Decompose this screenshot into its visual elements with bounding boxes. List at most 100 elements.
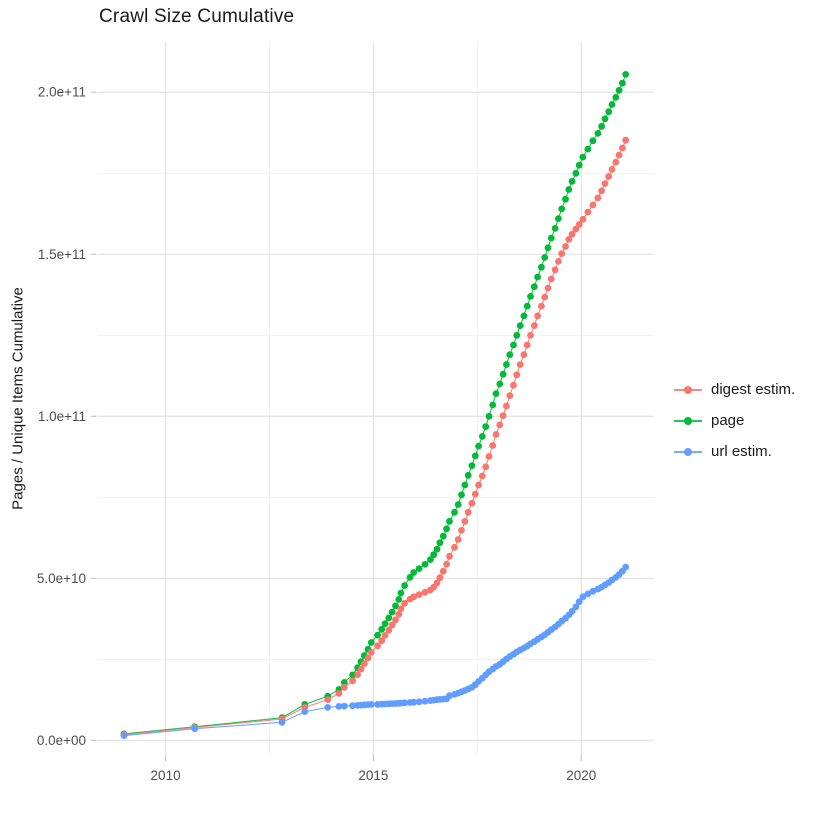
data-point-digest-estim- — [471, 490, 479, 498]
legend-label: page — [711, 412, 745, 429]
data-point-digest-estim- — [615, 151, 623, 159]
data-point-digest-estim- — [378, 637, 386, 644]
y-tick-label: 5.0e+10 — [37, 571, 86, 586]
legend-item-digest-estim-: digest estim. — [674, 374, 824, 405]
data-point-page — [547, 234, 555, 242]
data-point-page — [513, 331, 521, 339]
data-point-page — [443, 525, 450, 533]
data-point-url-estim- — [584, 590, 592, 598]
data-point-page — [534, 273, 541, 281]
data-point-digest-estim- — [538, 302, 545, 310]
data-point-url-estim- — [575, 598, 583, 606]
data-point-digest-estim- — [534, 312, 541, 320]
y-tick-label: 2.0e+11 — [38, 85, 86, 100]
data-point-digest-estim- — [415, 591, 423, 598]
legend-label: digest estim. — [711, 381, 796, 398]
data-point-page — [496, 380, 504, 388]
y-tick-label: 0.0e+00 — [37, 733, 86, 748]
data-point-digest-estim- — [324, 696, 332, 703]
data-point-digest-estim- — [349, 677, 356, 685]
data-point-url-estim- — [191, 725, 199, 733]
data-point-digest-estim- — [364, 654, 372, 662]
data-point-page — [503, 361, 510, 368]
y-tick-label: 1.5e+11 — [38, 247, 86, 262]
data-point-page — [340, 679, 348, 686]
data-point-digest-estim- — [499, 412, 507, 420]
data-point-page — [589, 137, 597, 145]
data-point-page — [541, 254, 549, 261]
x-tick-label: 2010 — [151, 768, 181, 783]
data-point-page — [492, 390, 500, 397]
data-point-page — [427, 556, 434, 563]
data-point-digest-estim- — [385, 626, 393, 634]
data-point-page — [485, 412, 493, 420]
data-point-url-estim- — [579, 593, 587, 601]
data-point-digest-estim- — [506, 392, 514, 399]
data-point-digest-estim- — [340, 683, 348, 691]
data-point-page — [421, 561, 429, 568]
data-point-page — [468, 462, 476, 469]
data-point-digest-estim- — [513, 371, 521, 379]
chart-title: Crawl Size Cumulative — [99, 6, 295, 27]
data-point-page — [538, 263, 545, 271]
data-point-digest-estim- — [523, 341, 531, 349]
data-point-page — [401, 582, 408, 589]
data-point-url-estim- — [367, 701, 375, 708]
data-point-page — [615, 86, 623, 94]
data-point-url-estim- — [415, 698, 423, 706]
data-point-digest-estim- — [354, 671, 361, 678]
data-point-url-estim- — [335, 703, 343, 710]
legend-item-page: page — [674, 405, 824, 436]
data-point-digest-estim- — [482, 463, 490, 471]
data-point-page — [464, 471, 472, 479]
data-point-digest-estim- — [558, 250, 566, 257]
data-point-page — [544, 244, 552, 252]
data-point-page — [551, 225, 559, 232]
data-point-digest-estim- — [401, 599, 408, 607]
data-point-digest-estim- — [357, 665, 365, 673]
data-point-page — [461, 481, 469, 489]
data-point-digest-estim- — [478, 472, 486, 480]
data-point-digest-estim- — [541, 293, 549, 301]
data-point-digest-estim- — [360, 660, 368, 667]
data-point-digest-estim- — [551, 266, 559, 274]
data-point-page — [565, 186, 573, 193]
data-point-digest-estim- — [579, 215, 587, 223]
data-point-page — [454, 501, 462, 508]
data-point-digest-estim- — [598, 187, 605, 195]
data-point-digest-estim- — [496, 421, 504, 429]
data-point-page — [385, 614, 393, 622]
data-point-page — [475, 442, 482, 450]
series-line-page — [123, 74, 627, 735]
data-point-digest-estim- — [374, 642, 381, 650]
data-point-page — [605, 108, 613, 116]
data-point-digest-estim- — [516, 361, 524, 368]
data-point-page — [499, 370, 507, 378]
data-point-url-estim- — [349, 702, 356, 710]
data-point-digest-estim- — [562, 243, 569, 250]
data-point-digest-estim- — [388, 621, 396, 629]
data-point-page — [516, 322, 524, 329]
data-point-page — [451, 508, 458, 516]
data-point-page — [388, 608, 396, 616]
data-point-page — [397, 589, 405, 597]
data-point-digest-estim- — [446, 552, 453, 560]
data-point-page — [530, 283, 538, 291]
data-point-digest-estim- — [589, 201, 597, 209]
data-point-page — [568, 178, 576, 185]
data-point-digest-estim- — [464, 508, 472, 516]
data-point-page — [406, 574, 414, 581]
data-point-page — [594, 130, 602, 137]
data-point-url-estim- — [421, 697, 429, 705]
data-point-page — [579, 153, 587, 161]
data-point-page — [436, 539, 444, 547]
data-point-page — [378, 625, 386, 633]
data-point-url-estim- — [301, 708, 309, 715]
data-point-digest-estim- — [568, 230, 576, 238]
data-point-page — [527, 293, 534, 300]
data-point-digest-estim- — [489, 442, 497, 449]
data-point-page — [572, 169, 580, 177]
data-point-page — [446, 517, 453, 525]
data-point-page — [410, 569, 418, 576]
